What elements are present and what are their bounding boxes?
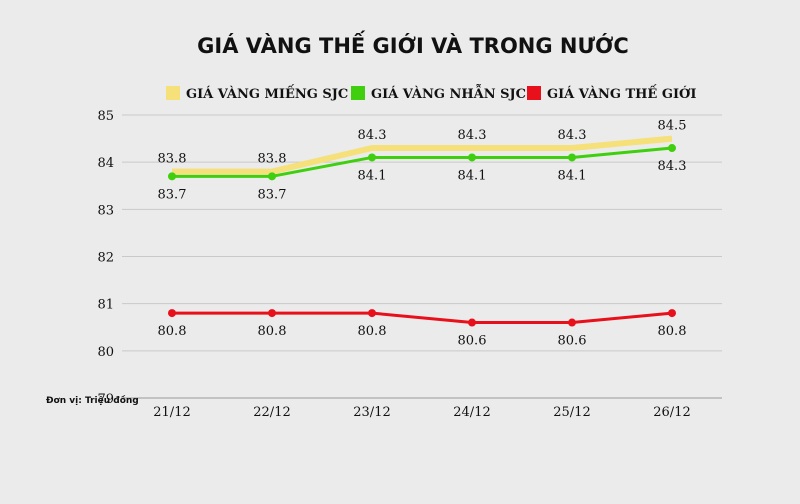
series-lines xyxy=(168,135,676,327)
data-labels: 83.8 83.8 84.3 84.3 84.3 84.5 83.7 83.7 84.1 84.1… xyxy=(158,119,687,349)
legend: GIÁ VÀNG MIẾNG SJC GIÁ VÀNG NHẪN SJC GIÁ V… xyxy=(166,84,696,102)
legend-swatch xyxy=(351,86,365,100)
data-label: 84.3 xyxy=(358,128,387,143)
legend-label: GIÁ VÀNG THẾ GIỚI xyxy=(547,84,696,102)
data-point xyxy=(168,172,176,181)
x-axis: 21/12 22/12 23/12 24/12 25/12 26/12 xyxy=(122,397,722,420)
series-line xyxy=(172,146,673,178)
y-tick-label: 79 xyxy=(97,392,114,407)
series-line xyxy=(172,311,673,325)
data-label: 84.1 xyxy=(358,168,387,183)
data-point xyxy=(668,309,676,318)
data-point xyxy=(568,153,576,162)
data-label: 80.8 xyxy=(158,324,187,339)
data-label: 80.8 xyxy=(658,324,687,339)
x-tick-label: 25/12 xyxy=(553,405,590,420)
y-tick-label: 81 xyxy=(97,298,114,313)
chart-title: GIÁ VÀNG THẾ GIỚI VÀ TRONG NƯỚC xyxy=(197,30,629,58)
data-label: 80.8 xyxy=(358,324,387,339)
data-label: 84.1 xyxy=(458,168,487,183)
data-point xyxy=(568,318,576,327)
y-tick-label: 80 xyxy=(97,345,114,360)
x-tick-label: 21/12 xyxy=(153,405,190,420)
data-point xyxy=(368,153,376,162)
data-label: 83.8 xyxy=(158,152,187,167)
data-label: 80.6 xyxy=(558,334,587,349)
data-point xyxy=(268,309,276,318)
data-label: 83.7 xyxy=(158,187,187,202)
y-tick-label: 85 xyxy=(97,109,114,124)
legend-label: GIÁ VÀNG NHẪN SJC xyxy=(371,84,526,102)
data-point xyxy=(268,172,276,181)
x-tick-label: 22/12 xyxy=(253,405,290,420)
data-label: 84.3 xyxy=(458,128,487,143)
data-label: 84.5 xyxy=(658,119,687,134)
legend-item: GIÁ VÀNG THẾ GIỚI xyxy=(527,84,696,102)
y-axis: 79 80 81 82 83 84 85 xyxy=(97,109,114,407)
legend-swatch xyxy=(527,86,541,100)
y-tick-label: 84 xyxy=(97,156,114,171)
legend-swatch xyxy=(166,86,180,100)
data-label: 84.1 xyxy=(558,168,587,183)
data-point xyxy=(668,144,676,153)
series xyxy=(168,144,676,181)
x-tick-label: 23/12 xyxy=(353,405,390,420)
data-label: 84.3 xyxy=(558,128,587,143)
x-tick-label: 24/12 xyxy=(453,405,490,420)
data-label: 84.3 xyxy=(658,159,687,174)
data-label: 80.8 xyxy=(258,324,287,339)
unit-note: Đơn vị: Triệu đồng xyxy=(46,395,139,406)
series xyxy=(172,135,673,175)
data-point xyxy=(468,153,476,162)
data-label: 83.7 xyxy=(258,187,287,202)
data-point xyxy=(368,309,376,318)
grid-lines xyxy=(122,114,722,399)
y-tick-label: 82 xyxy=(97,251,114,266)
series xyxy=(168,309,676,327)
legend-item: GIÁ VÀNG MIẾNG SJC xyxy=(166,84,348,102)
legend-item: GIÁ VÀNG NHẪN SJC xyxy=(351,84,526,102)
y-tick-label: 83 xyxy=(97,203,114,218)
series-line xyxy=(172,135,673,175)
legend-label: GIÁ VÀNG MIẾNG SJC xyxy=(186,84,348,102)
data-label: 80.6 xyxy=(458,334,487,349)
data-point xyxy=(468,318,476,327)
data-label: 83.8 xyxy=(258,152,287,167)
data-point xyxy=(168,309,176,318)
x-tick-label: 26/12 xyxy=(653,405,690,420)
